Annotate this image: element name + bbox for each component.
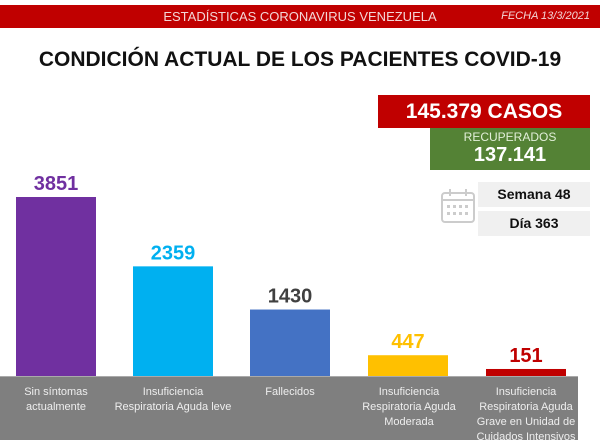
data-label: 151 (509, 345, 542, 367)
header-bar: ESTADÍSTICAS CORONAVIRUS VENEZUELA FECHA… (0, 5, 600, 28)
data-label: 2359 (151, 242, 196, 264)
data-label: 3851 (34, 173, 79, 195)
category-label: Sin síntomas actualmente (24, 386, 88, 413)
data-label: 447 (391, 331, 424, 353)
category-label: Fallecidos (265, 386, 315, 398)
category-label: Insuficiencia Respiratoria Aguda leve (114, 386, 232, 413)
recovered-label: RECUPERADOS (463, 130, 557, 144)
recovered-box: RECUPERADOS 137.141 (430, 128, 590, 170)
bar (368, 355, 448, 376)
category-label: Insuficiencia Respiratoria Aguda Moderad… (362, 386, 456, 428)
bar (133, 266, 213, 376)
recovered-value: 137.141 (473, 144, 547, 166)
data-label: 1430 (268, 286, 313, 308)
header-date: FECHA 13/3/2021 (501, 10, 590, 22)
week-box: Semana 48 (478, 182, 590, 207)
bar (250, 309, 330, 376)
total-cases: 145.379 CASOS (378, 95, 590, 128)
header-title: ESTADÍSTICAS CORONAVIRUS VENEZUELA (163, 9, 437, 24)
bar (16, 197, 96, 376)
bar (486, 368, 566, 376)
day-box: Día 363 (478, 211, 590, 236)
calendar-icon (440, 188, 476, 229)
category-axis: Sin síntomas actualmente Insuficiencia R… (0, 376, 578, 443)
category-label: Insuficiencia Respiratoria Aguda Grave e… (476, 386, 576, 443)
chart-title: CONDICIÓN ACTUAL DE LOS PACIENTES COVID-… (38, 48, 562, 71)
